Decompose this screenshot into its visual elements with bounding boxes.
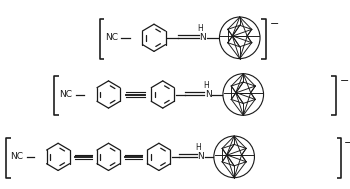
Text: NC: NC xyxy=(60,90,72,99)
Text: NC: NC xyxy=(10,152,23,161)
Text: H: H xyxy=(203,81,209,90)
Text: H: H xyxy=(198,24,203,33)
Text: NC: NC xyxy=(105,33,118,42)
Text: −: − xyxy=(344,138,350,148)
Text: N: N xyxy=(197,152,204,161)
Text: −: − xyxy=(270,19,279,29)
Text: N: N xyxy=(205,90,211,99)
Text: N: N xyxy=(199,33,206,42)
Text: −: − xyxy=(340,76,349,86)
Text: H: H xyxy=(196,143,201,152)
